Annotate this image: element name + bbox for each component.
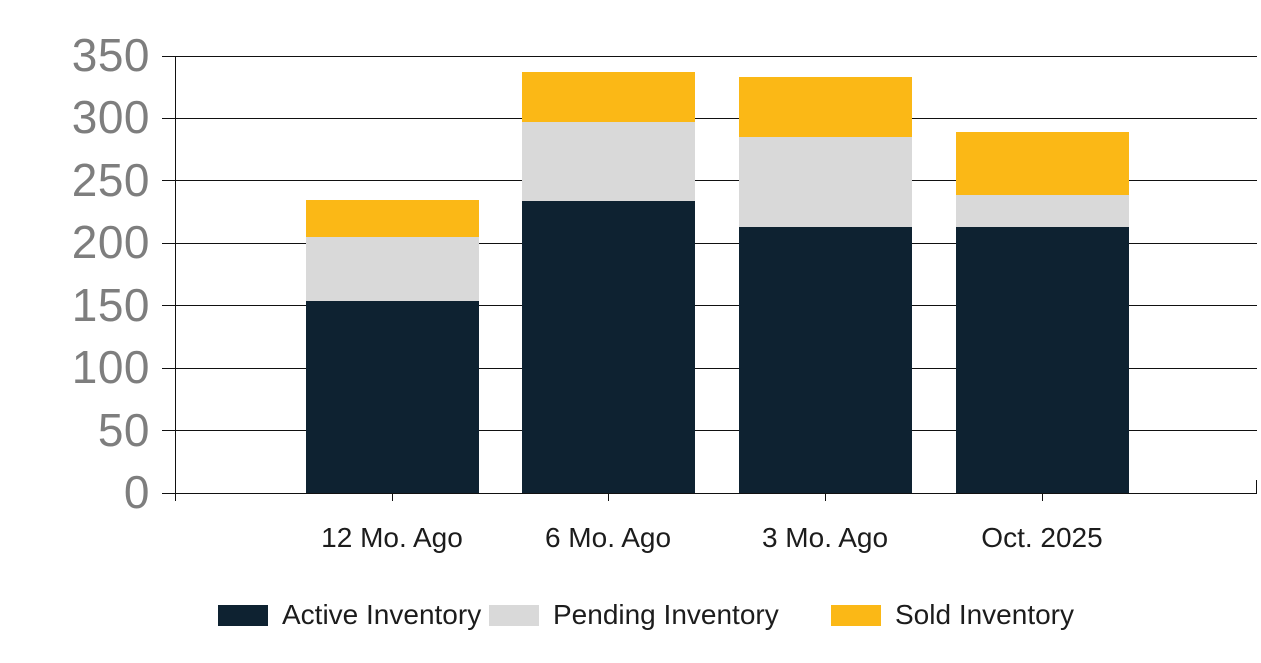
gridline-y-0 [162, 492, 1257, 494]
bar-segment-active-inventory-12-mo-ago [305, 300, 479, 493]
x-axis-category-label: 6 Mo. Ago [544, 522, 672, 553]
legend-swatch-icon [831, 604, 881, 626]
legend-swatch-icon [218, 604, 268, 626]
bar-segment-sold-inventory-6-mo-ago [521, 72, 695, 123]
y-axis-line [175, 56, 176, 501]
x-axis-tick [608, 493, 609, 501]
legend-label: Pending Inventory [553, 599, 779, 630]
gridline-y-350 [162, 55, 1257, 57]
legend-label: Active Inventory [282, 599, 482, 630]
bar-segment-active-inventory-3-mo-ago [738, 227, 912, 493]
x-axis-category-label: 3 Mo. Ago [761, 522, 889, 553]
gridline-y-150 [162, 305, 1257, 307]
gridline-y-250 [162, 180, 1257, 182]
legend-item-pending-inventory: Pending Inventory [489, 598, 779, 632]
y-axis-tick-label: 150 [71, 278, 150, 331]
x-axis-tick [825, 493, 826, 501]
legend-swatch-icon [489, 604, 539, 626]
bar-segment-pending-inventory-6-mo-ago [521, 122, 695, 201]
legend-item-sold-inventory: Sold Inventory [831, 598, 1074, 632]
gridline-y-100 [162, 367, 1257, 369]
y-axis-tick-label: 350 [71, 29, 150, 81]
y-axis-tick-label: 100 [71, 341, 150, 394]
y-axis-tick-label: 300 [71, 91, 150, 144]
legend-item-active-inventory: Active Inventory [218, 598, 481, 632]
y-axis-tick-label: 250 [71, 153, 150, 206]
x-axis-category-label: 12 Mo. Ago [321, 522, 463, 553]
legend-label: Sold Inventory [895, 599, 1074, 630]
bar-segment-active-inventory-oct-2025 [955, 227, 1129, 493]
gridline-y-50 [162, 430, 1257, 432]
baseline-right-end-tick [1256, 480, 1257, 493]
bar-segment-sold-inventory-12-mo-ago [305, 199, 479, 238]
y-axis-tick-label: 50 [97, 403, 150, 456]
y-axis-tick-label: 0 [123, 466, 150, 518]
bar-segment-active-inventory-6-mo-ago [521, 200, 695, 493]
gridline-y-300 [162, 117, 1257, 119]
x-axis-tick [1042, 493, 1043, 501]
x-axis-category-label: Oct. 2025 [981, 522, 1103, 553]
y-axis-tick-label: 200 [71, 216, 150, 269]
bar-segment-pending-inventory-3-mo-ago [738, 137, 912, 228]
bar-segment-sold-inventory-3-mo-ago [738, 77, 912, 138]
gridline-y-200 [162, 242, 1257, 244]
bar-segment-pending-inventory-12-mo-ago [305, 237, 479, 301]
bar-segment-pending-inventory-oct-2025 [955, 194, 1129, 228]
bar-segment-sold-inventory-oct-2025 [955, 132, 1129, 195]
x-axis-tick [392, 493, 393, 501]
legend: Active Inventory Pending Inventory Sold In… [0, 598, 1261, 632]
